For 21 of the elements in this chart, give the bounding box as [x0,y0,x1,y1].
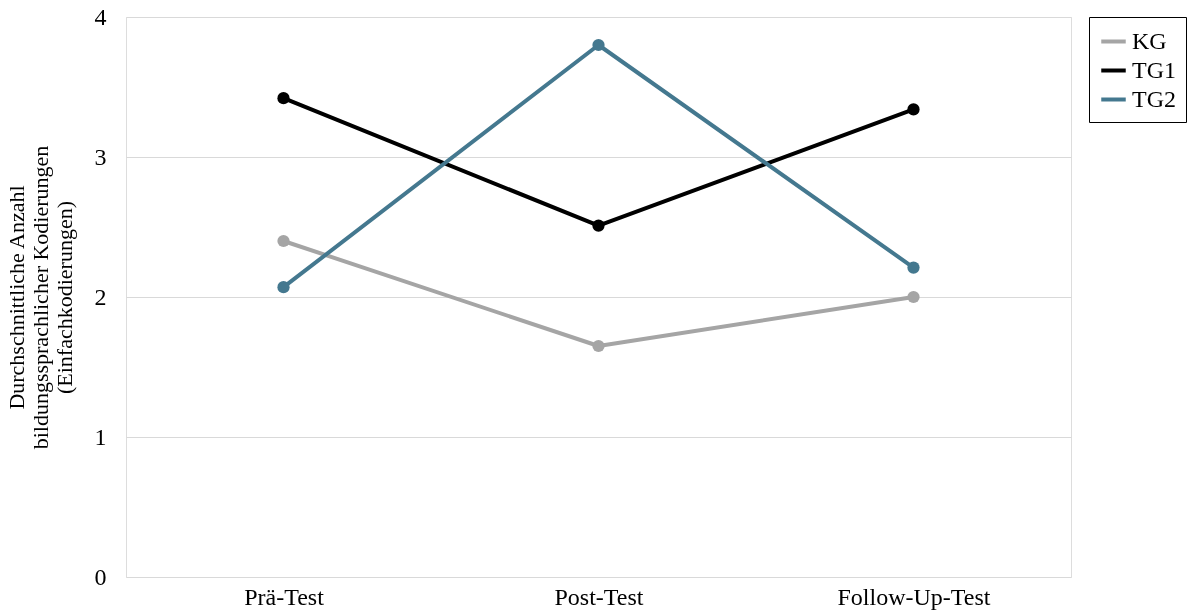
point [277,281,290,294]
point [907,290,920,304]
legend-label: TG1 [1132,56,1176,83]
x-tick-label: Post-Test [554,583,644,610]
y-tick-label: 4 [94,3,107,30]
legend-label: TG2 [1132,85,1176,112]
point [907,103,920,116]
y-tick-label: 2 [94,283,107,310]
x-tick-label: Prä-Test [244,583,325,610]
point [277,92,290,105]
y-tick-label: 0 [94,563,107,590]
y-axis-title: Durchschnittliche Anzahl bildungssprachlicher Kodierungen (Einfachkodierungen) [3,145,77,450]
point [592,339,605,353]
y-tick-label: 1 [94,423,107,450]
point [592,219,605,232]
point [907,261,920,274]
legend-label: KG [1132,27,1167,54]
point [592,38,605,52]
x-tick-label: Follow-Up-Test [837,583,991,610]
y-tick-label: 3 [94,143,107,170]
point [277,234,290,248]
